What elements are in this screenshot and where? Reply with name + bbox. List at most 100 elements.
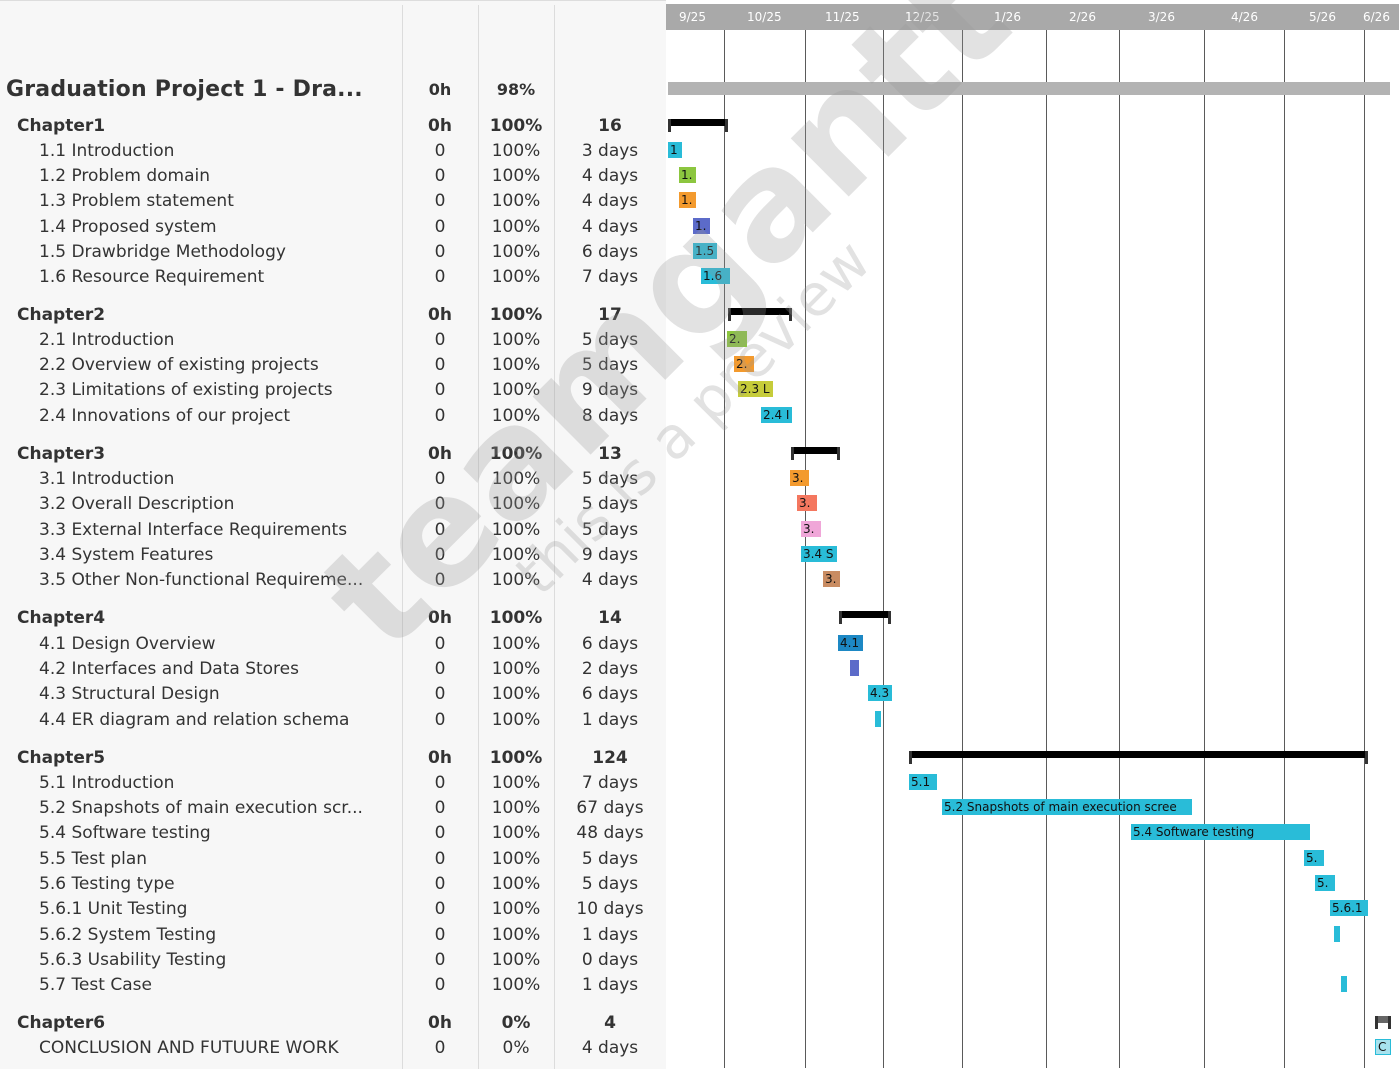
task-row[interactable]: 1.1 Introduction 0 100% 3 days xyxy=(0,139,666,164)
task-row[interactable]: 3.1 Introduction 0 100% 5 days xyxy=(0,467,666,492)
task-row[interactable]: 1.3 Problem statement 0 100% 4 days xyxy=(0,189,666,214)
group-row[interactable]: Chapter2 0h 100% 17 xyxy=(0,303,666,328)
task-duration: 9 days xyxy=(581,545,639,565)
task-name: 4.3 Structural Design xyxy=(39,684,220,704)
task-bar[interactable]: 1.6 xyxy=(701,268,730,284)
task-bar[interactable]: 5.4 Software testing xyxy=(1131,824,1310,840)
task-name: 1.6 Resource Requirement xyxy=(39,267,265,287)
task-row[interactable]: 5.6.3 Usability Testing 0 100% 0 days xyxy=(0,948,666,973)
task-row[interactable]: 5.5 Test plan 0 100% 5 days xyxy=(0,847,666,872)
task-row[interactable]: 3.3 External Interface Requirements 0 100%… xyxy=(0,518,666,543)
task-hours: 0h xyxy=(428,116,452,136)
task-bar[interactable]: 5.6.1 xyxy=(1330,900,1368,916)
task-bar[interactable]: 1. xyxy=(679,192,696,208)
month-gridline xyxy=(962,30,963,1068)
task-row[interactable]: 5.7 Test Case 0 100% 1 days xyxy=(0,973,666,998)
task-duration: 48 days xyxy=(576,823,644,843)
task-row[interactable]: 1.2 Problem domain 0 100% 4 days xyxy=(0,164,666,189)
task-bar[interactable]: 5.1 xyxy=(909,774,937,790)
task-name: 3.3 External Interface Requirements xyxy=(39,520,348,540)
task-name: 3.5 Other Non-functional Requireme... xyxy=(39,570,364,590)
group-bar-cap xyxy=(909,751,912,764)
project-row[interactable]: Graduation Project 1 - Dra... 0h 98% xyxy=(0,77,666,102)
task-hours: 0 xyxy=(434,406,446,426)
task-percent: 100% xyxy=(489,748,543,768)
task-duration: 6 days xyxy=(581,634,639,654)
task-row[interactable]: 2.1 Introduction 0 100% 5 days xyxy=(0,328,666,353)
task-bar[interactable]: 5. xyxy=(1315,875,1335,891)
task-row[interactable]: 2.4 Innovations of our project 0 100% 8 day… xyxy=(0,404,666,429)
task-bar[interactable]: 3. xyxy=(823,571,840,587)
task-name: 5.6 Testing type xyxy=(39,874,175,894)
task-duration: 1 days xyxy=(581,975,639,995)
task-row[interactable]: 2.3 Limitations of existing projects 0 100… xyxy=(0,378,666,403)
task-row[interactable]: 4.1 Design Overview 0 100% 6 days xyxy=(0,632,666,657)
task-bar[interactable]: 2.4 I xyxy=(761,407,792,423)
task-duration: 13 xyxy=(598,444,622,464)
group-bar[interactable] xyxy=(728,308,792,321)
task-bar[interactable]: 1.5 xyxy=(693,243,717,259)
task-percent: 100% xyxy=(491,141,541,161)
task-bar[interactable]: C xyxy=(1375,1039,1391,1055)
timescale-tick: 4/26 xyxy=(1231,10,1258,24)
task-duration: 0 days xyxy=(581,950,639,970)
task-row[interactable]: CONCLUSION AND FUTUURE WORK 0 0% 4 days xyxy=(0,1036,666,1061)
group-row[interactable]: Chapter1 0h 100% 16 xyxy=(0,114,666,139)
project-bar[interactable] xyxy=(668,82,1390,95)
group-row[interactable]: Chapter6 0h 0% 4 xyxy=(0,1011,666,1036)
task-bar[interactable]: 5.2 Snapshots of main execution scree xyxy=(942,799,1192,815)
task-bar[interactable]: 4.1 xyxy=(838,635,863,651)
task-bar[interactable] xyxy=(875,711,881,727)
task-row[interactable]: 1.4 Proposed system 0 100% 4 days xyxy=(0,215,666,240)
group-bar[interactable] xyxy=(1375,1016,1391,1029)
task-name: 5.6.2 System Testing xyxy=(39,925,217,945)
task-row[interactable]: 4.4 ER diagram and relation schema 0 100% 1… xyxy=(0,708,666,733)
task-row[interactable]: 3.5 Other Non-functional Requireme... 0 10… xyxy=(0,568,666,593)
task-bar[interactable]: 1 xyxy=(668,142,682,158)
task-name: 5.7 Test Case xyxy=(39,975,152,995)
task-bar[interactable]: 5. xyxy=(1304,850,1324,866)
task-row[interactable]: 5.2 Snapshots of main execution scr... 0 1… xyxy=(0,796,666,821)
task-duration: 16 xyxy=(598,116,622,136)
task-bar[interactable]: 3. xyxy=(797,495,817,511)
task-row[interactable]: 1.6 Resource Requirement 0 100% 7 days xyxy=(0,265,666,290)
task-hours: 0 xyxy=(434,634,446,654)
task-row[interactable]: 5.6.1 Unit Testing 0 100% 10 days xyxy=(0,897,666,922)
task-bar[interactable]: 2.3 L xyxy=(738,381,773,397)
group-bar[interactable] xyxy=(839,611,891,624)
group-bar-cap xyxy=(1375,1016,1378,1029)
group-row[interactable]: Chapter4 0h 100% 14 xyxy=(0,606,666,631)
task-bar[interactable]: 1. xyxy=(679,167,696,183)
task-bar[interactable]: 2. xyxy=(734,356,754,372)
task-row[interactable]: 5.6.2 System Testing 0 100% 1 days xyxy=(0,923,666,948)
task-bar[interactable]: 2. xyxy=(727,331,747,347)
group-bar[interactable] xyxy=(909,751,1368,764)
group-row[interactable]: Chapter5 0h 100% 124 xyxy=(0,746,666,771)
task-hours: 0 xyxy=(434,494,446,514)
task-row[interactable]: 1.5 Drawbridge Methodology 0 100% 6 days xyxy=(0,240,666,265)
task-percent: 98% xyxy=(496,80,536,99)
group-bar[interactable] xyxy=(791,447,840,460)
task-bar[interactable]: 4.3 xyxy=(868,685,892,701)
task-row[interactable]: 5.6 Testing type 0 100% 5 days xyxy=(0,872,666,897)
task-row[interactable]: 3.2 Overall Description 0 100% 5 days xyxy=(0,492,666,517)
task-bar[interactable]: 3. xyxy=(801,521,821,537)
group-bar[interactable] xyxy=(668,119,728,132)
task-row[interactable]: 5.1 Introduction 0 100% 7 days xyxy=(0,771,666,796)
group-row[interactable]: Chapter3 0h 100% 13 xyxy=(0,442,666,467)
task-duration: 4 days xyxy=(581,217,639,237)
task-duration: 5 days xyxy=(581,330,639,350)
task-row[interactable]: 3.4 System Features 0 100% 9 days xyxy=(0,543,666,568)
task-bar[interactable] xyxy=(850,660,859,676)
task-bar[interactable]: 3.4 S xyxy=(801,546,837,562)
task-bar[interactable]: 3. xyxy=(790,470,809,486)
task-bar[interactable]: 1. xyxy=(693,218,710,234)
task-row[interactable]: 4.2 Interfaces and Data Stores 0 100% 2 day… xyxy=(0,657,666,682)
task-bar[interactable] xyxy=(1341,976,1347,992)
task-row[interactable]: 5.4 Software testing 0 100% 48 days xyxy=(0,821,666,846)
task-row[interactable]: 4.3 Structural Design 0 100% 6 days xyxy=(0,682,666,707)
task-duration: 9 days xyxy=(581,380,639,400)
task-duration: 14 xyxy=(598,608,622,628)
task-row[interactable]: 2.2 Overview of existing projects 0 100% 5 … xyxy=(0,353,666,378)
task-bar[interactable] xyxy=(1334,926,1340,942)
